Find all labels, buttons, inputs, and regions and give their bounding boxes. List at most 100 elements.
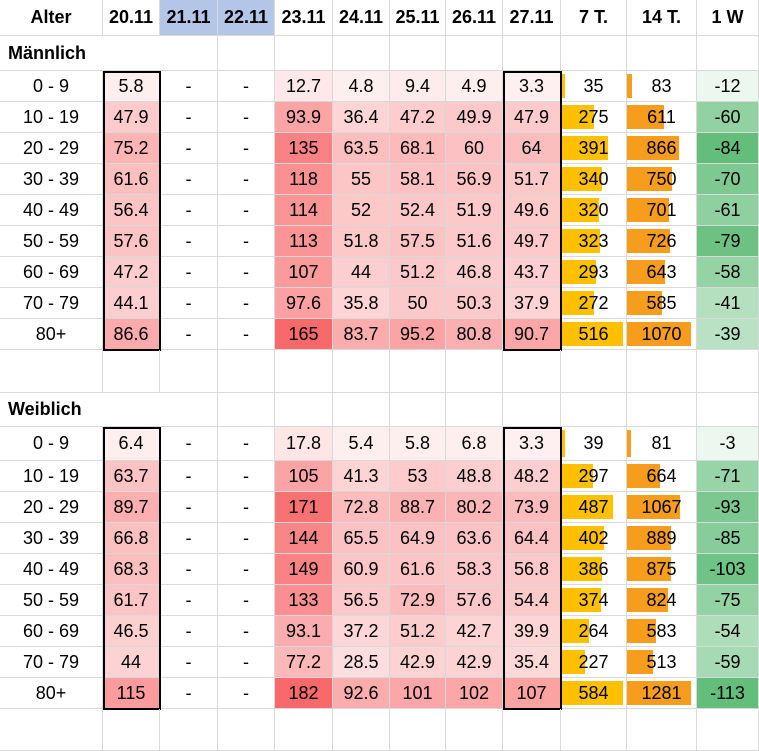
seven-day-cell[interactable]: 386: [561, 554, 627, 585]
day-value-cell[interactable]: 51.2: [390, 257, 446, 288]
day-value-cell[interactable]: -: [160, 678, 218, 709]
day-value-cell[interactable]: 114: [275, 195, 333, 226]
day-value-cell[interactable]: -: [218, 492, 275, 523]
seven-day-cell[interactable]: 227: [561, 647, 627, 678]
section-label[interactable]: Weiblich: [0, 393, 160, 427]
seven-day-cell[interactable]: 39: [561, 427, 627, 461]
day-value-cell[interactable]: 44.1: [103, 288, 160, 319]
one-week-change-cell[interactable]: -79: [697, 226, 759, 257]
day-value-cell[interactable]: 64: [503, 133, 561, 164]
seven-day-cell[interactable]: 374: [561, 585, 627, 616]
day-value-cell[interactable]: -: [160, 319, 218, 350]
fourteen-day-cell[interactable]: 611: [627, 102, 697, 133]
day-value-cell[interactable]: -: [160, 427, 218, 461]
empty-cell[interactable]: [218, 36, 275, 71]
day-value-cell[interactable]: 64.9: [390, 523, 446, 554]
day-value-cell[interactable]: -: [218, 554, 275, 585]
age-group-cell[interactable]: 60 - 69: [0, 257, 103, 288]
seven-day-cell[interactable]: 297: [561, 461, 627, 492]
one-week-change-cell[interactable]: -54: [697, 616, 759, 647]
fourteen-day-cell[interactable]: 866: [627, 133, 697, 164]
day-value-cell[interactable]: 75.2: [103, 133, 160, 164]
fourteen-day-cell[interactable]: 726: [627, 226, 697, 257]
empty-cell[interactable]: [503, 350, 561, 393]
day-value-cell[interactable]: -: [218, 133, 275, 164]
day-value-cell[interactable]: 53: [390, 461, 446, 492]
seven-day-cell[interactable]: 516: [561, 319, 627, 350]
seven-day-cell[interactable]: 402: [561, 523, 627, 554]
one-week-change-cell[interactable]: -12: [697, 71, 759, 102]
day-value-cell[interactable]: 51.8: [333, 226, 390, 257]
day-value-cell[interactable]: 57.5: [390, 226, 446, 257]
one-week-change-cell[interactable]: -41: [697, 288, 759, 319]
one-week-change-cell[interactable]: -113: [697, 678, 759, 709]
seven-day-cell[interactable]: 487: [561, 492, 627, 523]
day-value-cell[interactable]: 47.2: [390, 102, 446, 133]
empty-cell[interactable]: [446, 36, 503, 71]
empty-cell[interactable]: [218, 350, 275, 393]
age-group-cell[interactable]: 40 - 49: [0, 195, 103, 226]
day-value-cell[interactable]: 44: [103, 647, 160, 678]
day-value-cell[interactable]: -: [218, 427, 275, 461]
empty-cell[interactable]: [160, 709, 218, 751]
day-value-cell[interactable]: 149: [275, 554, 333, 585]
day-value-cell[interactable]: 48.8: [446, 461, 503, 492]
one-week-change-cell[interactable]: -60: [697, 102, 759, 133]
fourteen-day-cell[interactable]: 513: [627, 647, 697, 678]
day-value-cell[interactable]: 43.7: [503, 257, 561, 288]
day-value-cell[interactable]: -: [160, 133, 218, 164]
day-value-cell[interactable]: 80.8: [446, 319, 503, 350]
day-value-cell[interactable]: -: [218, 164, 275, 195]
age-group-cell[interactable]: 60 - 69: [0, 616, 103, 647]
fourteen-day-cell[interactable]: 583: [627, 616, 697, 647]
age-group-cell[interactable]: 40 - 49: [0, 554, 103, 585]
day-value-cell[interactable]: -: [218, 71, 275, 102]
empty-cell[interactable]: [218, 393, 275, 427]
empty-cell[interactable]: [218, 709, 275, 751]
day-value-cell[interactable]: 165: [275, 319, 333, 350]
day-value-cell[interactable]: 57.6: [446, 585, 503, 616]
day-value-cell[interactable]: 118: [275, 164, 333, 195]
day-value-cell[interactable]: 63.7: [103, 461, 160, 492]
day-value-cell[interactable]: 54.4: [503, 585, 561, 616]
day-value-cell[interactable]: -: [218, 678, 275, 709]
empty-cell[interactable]: [627, 350, 697, 393]
one-week-change-cell[interactable]: -58: [697, 257, 759, 288]
day-value-cell[interactable]: -: [160, 226, 218, 257]
empty-cell[interactable]: [333, 36, 390, 71]
day-value-cell[interactable]: 48.2: [503, 461, 561, 492]
day-value-cell[interactable]: -: [160, 616, 218, 647]
day-value-cell[interactable]: 135: [275, 133, 333, 164]
empty-cell[interactable]: [503, 36, 561, 71]
day-value-cell[interactable]: 57.6: [103, 226, 160, 257]
day-header-21-11[interactable]: 21.11: [160, 0, 218, 36]
empty-cell[interactable]: [503, 393, 561, 427]
day-value-cell[interactable]: 55: [333, 164, 390, 195]
day-value-cell[interactable]: -: [160, 461, 218, 492]
day-value-cell[interactable]: 133: [275, 585, 333, 616]
day-value-cell[interactable]: -: [160, 523, 218, 554]
age-group-cell[interactable]: 30 - 39: [0, 164, 103, 195]
day-value-cell[interactable]: -: [218, 195, 275, 226]
day-value-cell[interactable]: 101: [390, 678, 446, 709]
day-value-cell[interactable]: 73.9: [503, 492, 561, 523]
empty-cell[interactable]: [627, 393, 697, 427]
age-group-cell[interactable]: 20 - 29: [0, 492, 103, 523]
one-week-change-cell[interactable]: -103: [697, 554, 759, 585]
day-value-cell[interactable]: 56.4: [103, 195, 160, 226]
one-week-change-cell[interactable]: -75: [697, 585, 759, 616]
empty-cell[interactable]: [103, 709, 160, 751]
day-value-cell[interactable]: 50: [390, 288, 446, 319]
fourteen-day-cell[interactable]: 643: [627, 257, 697, 288]
day-header-24-11[interactable]: 24.11: [333, 0, 390, 36]
day-value-cell[interactable]: -: [160, 585, 218, 616]
seven-day-cell[interactable]: 272: [561, 288, 627, 319]
seven-day-cell[interactable]: 264: [561, 616, 627, 647]
day-value-cell[interactable]: 49.6: [503, 195, 561, 226]
day-value-cell[interactable]: 5.8: [390, 427, 446, 461]
empty-cell[interactable]: [275, 393, 333, 427]
day-value-cell[interactable]: 93.9: [275, 102, 333, 133]
empty-cell[interactable]: [390, 709, 446, 751]
empty-cell[interactable]: [103, 350, 160, 393]
fourteen-day-cell[interactable]: 664: [627, 461, 697, 492]
